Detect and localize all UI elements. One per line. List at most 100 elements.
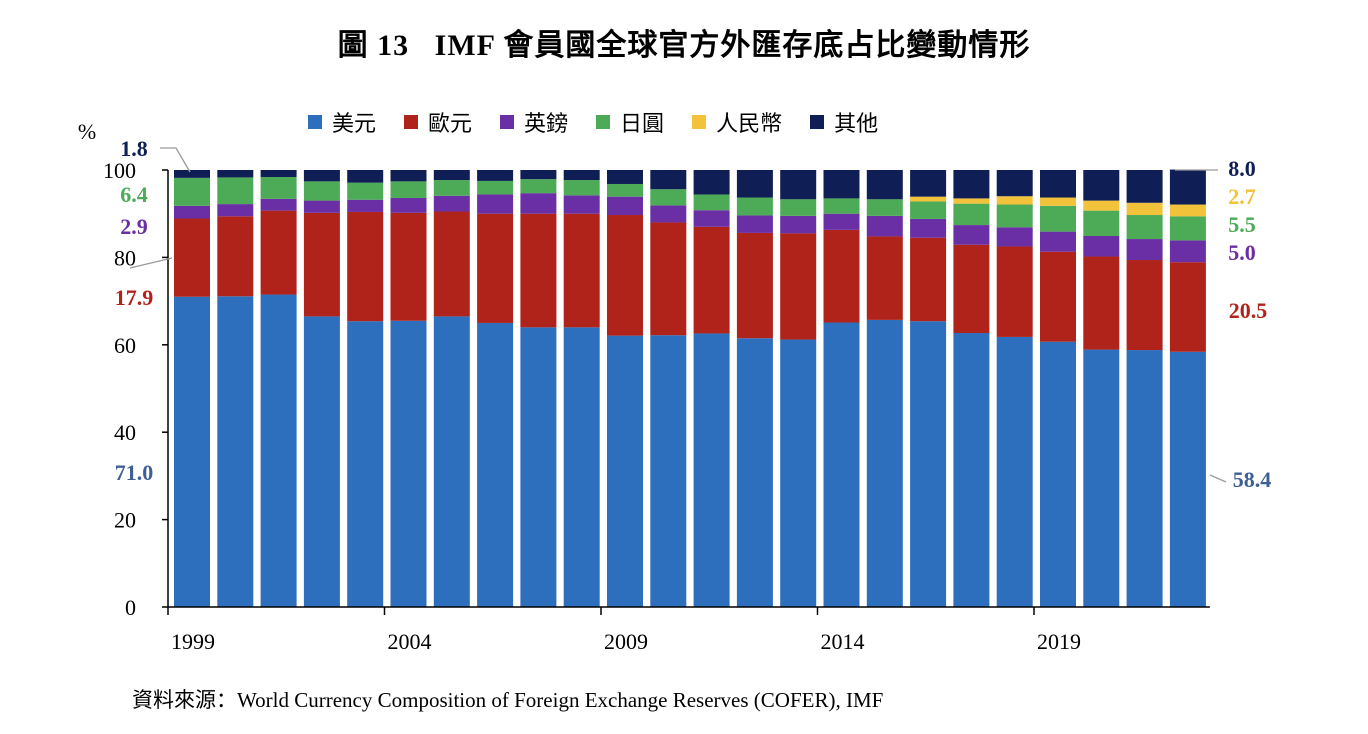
bar-2004-歐元 [390, 212, 427, 321]
leader-line-right-bottom [1209, 474, 1227, 483]
bar-2001-歐元 [260, 210, 297, 295]
legend-label: 人民幣 [716, 111, 783, 136]
bar-2019-其他 [1040, 170, 1076, 198]
bar-2001-英鎊 [260, 198, 297, 211]
bar-2005-美元 [433, 316, 470, 607]
legend-item: 日圓 [596, 106, 664, 138]
bar-2021-人民幣 [1126, 202, 1163, 216]
leader-line-left-top [160, 147, 191, 173]
legend-item: 人民幣 [692, 106, 782, 138]
bar-2013-英鎊 [780, 215, 817, 234]
legend-swatch [810, 115, 825, 129]
chart-title: 圖 13 IMF 會員國全球官方外匯存底占比變動情形 [337, 29, 1031, 62]
bar-2006-其他 [477, 170, 514, 181]
bar-2019-美元 [1040, 341, 1076, 607]
y-tick-label: 40 [114, 420, 136, 445]
bar-2001-美元 [260, 294, 297, 607]
y-tick-label: 0 [125, 595, 136, 620]
bar-2009-美元 [607, 335, 643, 607]
chart-legend: 美元 歐元 英鎊 日圓 人民幣 其他 [308, 108, 906, 136]
bar-2021-其他 [1126, 170, 1163, 203]
annotation-right-英鎊: 5.0 [1228, 240, 1256, 265]
bar-2018-日圓 [996, 204, 1033, 228]
bar-1999-英鎊 [174, 205, 210, 219]
bar-2017-美元 [953, 333, 990, 607]
source-note: 資料來源：World Currency Composition of Forei… [132, 688, 884, 712]
bar-2020-英鎊 [1083, 235, 1120, 257]
bar-1999-美元 [174, 296, 210, 607]
annotation-right-美元: 58.4 [1233, 467, 1272, 492]
bar-2003-美元 [347, 321, 384, 607]
bar-1999-日圓 [174, 177, 210, 206]
bar-2014-美元 [823, 322, 860, 607]
annotation-left-英鎊: 2.9 [120, 214, 148, 239]
bar-2012-美元 [736, 338, 773, 607]
bar-2019-人民幣 [1040, 197, 1076, 206]
bar-2020-人民幣 [1083, 200, 1120, 211]
bar-2013-歐元 [780, 233, 817, 340]
bar-1999-其他 [174, 170, 210, 178]
x-tick-label: 1999 [171, 629, 215, 654]
bar-2009-日圓 [607, 183, 643, 197]
bar-2020-美元 [1083, 349, 1120, 607]
bar-2010-日圓 [650, 189, 687, 206]
bar-2007-英鎊 [520, 193, 557, 214]
bar-2011-美元 [693, 333, 730, 607]
annotation-right-日圓: 5.5 [1228, 212, 1256, 237]
legend-item: 歐元 [404, 106, 472, 138]
bar-2002-歐元 [303, 212, 340, 317]
bar-2004-日圓 [390, 181, 427, 198]
bar-2020-日圓 [1083, 210, 1120, 236]
bar-2018-歐元 [996, 246, 1033, 337]
bar-2011-英鎊 [693, 210, 730, 227]
legend-label: 其他 [834, 111, 879, 136]
bar-2000-歐元 [217, 216, 254, 297]
bar-2012-其他 [736, 170, 773, 198]
bar-2015-英鎊 [866, 215, 903, 237]
bar-2016-日圓 [910, 201, 947, 219]
y-unit-label: % [78, 119, 96, 144]
bar-2021-美元 [1126, 350, 1163, 607]
bar-2008-其他 [563, 170, 600, 181]
bar-2011-其他 [693, 170, 730, 195]
bar-2008-美元 [563, 327, 600, 607]
x-tick-label: 2014 [821, 629, 865, 654]
bar-2009-歐元 [607, 215, 643, 336]
legend-swatch [596, 115, 611, 129]
bar-2000-其他 [217, 170, 254, 178]
annotation-left-日圓: 6.4 [120, 182, 148, 207]
x-tick-label: 2004 [388, 629, 432, 654]
bar-2019-歐元 [1040, 251, 1076, 342]
x-tick-label: 2019 [1037, 629, 1081, 654]
bar-2017-日圓 [953, 203, 990, 226]
annotation-right-歐元: 20.5 [1229, 298, 1268, 323]
legend-label: 英鎊 [524, 111, 569, 136]
bar-2015-其他 [866, 170, 903, 200]
bar-2008-歐元 [563, 213, 600, 328]
bar-2004-英鎊 [390, 197, 427, 213]
bar-2003-歐元 [347, 211, 384, 322]
legend-swatch [500, 115, 515, 129]
bar-2015-歐元 [866, 236, 903, 320]
bar-2004-其他 [390, 170, 427, 182]
bar-2000-英鎊 [217, 204, 254, 217]
bar-2005-英鎊 [433, 195, 470, 212]
bar-2017-歐元 [953, 244, 990, 334]
bar-2012-日圓 [736, 197, 773, 216]
bar-2002-英鎊 [303, 200, 340, 213]
bar-2000-日圓 [217, 177, 254, 205]
bar-2008-日圓 [563, 180, 600, 196]
leader-line-left-80 [129, 257, 173, 269]
bar-2014-歐元 [823, 229, 860, 323]
bar-2022-人民幣 [1169, 204, 1206, 217]
bar-2013-日圓 [780, 199, 817, 216]
bar-2003-英鎊 [347, 199, 384, 212]
bar-2009-英鎊 [607, 196, 643, 216]
bar-2003-其他 [347, 170, 384, 183]
bar-2022-美元 [1169, 351, 1206, 607]
legend-item: 其他 [810, 106, 878, 138]
bar-2016-其他 [910, 170, 947, 197]
bar-2010-歐元 [650, 222, 687, 336]
bar-2015-日圓 [866, 199, 903, 216]
bar-2006-歐元 [477, 213, 514, 323]
